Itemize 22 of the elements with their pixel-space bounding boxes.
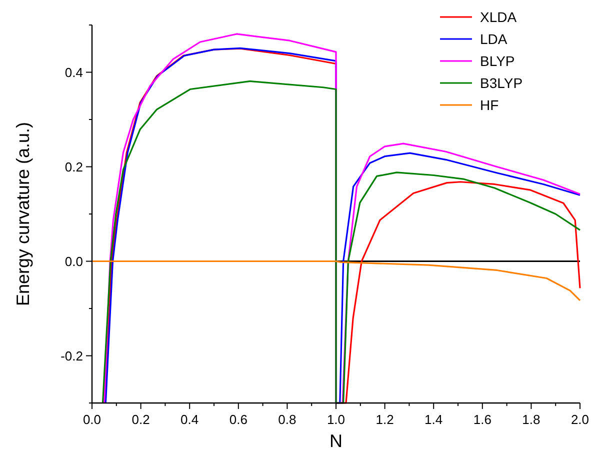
y-tick-label: -0.2 — [60, 348, 83, 364]
legend-label: XLDA — [480, 9, 518, 25]
x-tick-label: 1.4 — [424, 412, 443, 427]
x-tick-label: 0.0 — [82, 412, 102, 427]
x-tick-label: 1.0 — [326, 412, 346, 427]
x-tick-label: 1.2 — [376, 412, 394, 427]
x-tick-label: 1.8 — [522, 412, 540, 427]
x-tick-label: 1.6 — [473, 412, 492, 427]
legend-label: HF — [480, 97, 499, 113]
y-tick-label: 0.2 — [64, 159, 83, 174]
x-tick-label: 0.6 — [229, 412, 248, 427]
x-tick-label: 0.2 — [132, 412, 150, 427]
x-axis-title: N — [330, 431, 342, 451]
legend-label: LDA — [480, 31, 508, 47]
x-tick-label: 0.8 — [278, 412, 296, 427]
x-tick-label: 2.0 — [570, 412, 590, 427]
legend-label: BLYP — [480, 53, 515, 69]
y-axis-title: Energy curvature (a.u.) — [13, 122, 33, 306]
x-tick-label: 0.4 — [180, 412, 199, 427]
legend-label: B3LYP — [480, 75, 523, 91]
y-tick-label: 0.4 — [64, 64, 83, 80]
y-tick-label: 0.0 — [64, 254, 83, 269]
